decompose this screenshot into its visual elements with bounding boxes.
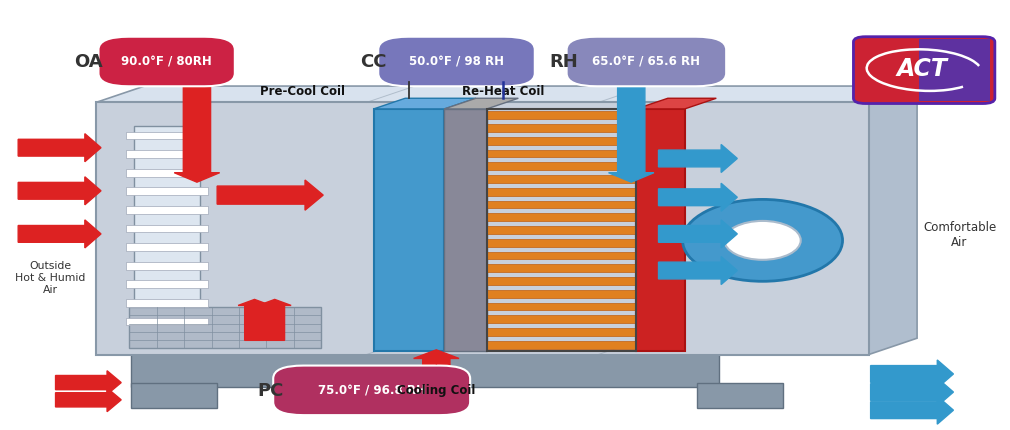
FancyArrow shape [871, 396, 953, 424]
Bar [374, 110, 444, 351]
FancyBboxPatch shape [378, 38, 535, 87]
FancyArrow shape [18, 134, 101, 163]
Ellipse shape [724, 221, 801, 260]
Bar [487, 112, 636, 120]
FancyArrow shape [414, 350, 459, 366]
FancyBboxPatch shape [99, 38, 234, 87]
Polygon shape [444, 99, 518, 110]
Bar [487, 341, 636, 349]
FancyArrow shape [659, 184, 737, 212]
Text: 65.0°F / 65.6 RH: 65.0°F / 65.6 RH [593, 56, 700, 69]
Bar [487, 110, 636, 351]
Bar [487, 201, 636, 209]
FancyArrow shape [871, 360, 953, 388]
Bar [487, 290, 636, 298]
Polygon shape [869, 87, 917, 355]
FancyArrow shape [56, 371, 121, 395]
Bar [126, 206, 208, 214]
Bar [487, 150, 636, 158]
Text: Outside
Hot & Humid
Air: Outside Hot & Humid Air [15, 261, 86, 294]
FancyArrow shape [609, 86, 654, 183]
Text: 90.0°F / 80RH: 90.0°F / 80RH [121, 56, 212, 69]
Bar [126, 169, 208, 177]
Text: Comfortable
Air: Comfortable Air [923, 221, 996, 248]
Bar [96, 103, 869, 355]
Bar [487, 188, 636, 196]
Bar [636, 110, 685, 351]
Bar [126, 299, 208, 307]
Bar [487, 316, 636, 323]
Bar [126, 281, 208, 289]
Polygon shape [374, 99, 476, 110]
Text: OA: OA [75, 53, 103, 71]
Bar [134, 127, 200, 331]
FancyBboxPatch shape [853, 38, 995, 104]
Bar [126, 151, 208, 159]
Text: 75.0°F / 96.8 RH: 75.0°F / 96.8 RH [318, 384, 425, 397]
FancyArrow shape [175, 86, 220, 183]
FancyArrow shape [871, 378, 953, 406]
Bar [131, 352, 718, 387]
Bar [487, 240, 636, 247]
Text: RH: RH [549, 53, 578, 71]
FancyArrow shape [259, 300, 291, 341]
FancyArrow shape [18, 220, 101, 249]
FancyArrow shape [659, 220, 737, 249]
FancyArrow shape [659, 257, 737, 285]
Bar [126, 318, 208, 326]
Bar [487, 277, 636, 285]
Bar [487, 227, 636, 234]
Text: Re-Heat Coil: Re-Heat Coil [462, 85, 544, 98]
FancyBboxPatch shape [273, 366, 470, 415]
Bar [126, 188, 208, 196]
FancyArrow shape [18, 178, 101, 206]
Polygon shape [636, 99, 716, 110]
Text: ACT: ACT [897, 57, 947, 81]
Bar [487, 265, 636, 273]
Bar [126, 225, 208, 233]
Text: Cooling Coil: Cooling Coil [397, 384, 476, 396]
FancyArrow shape [217, 181, 323, 211]
Bar [487, 176, 636, 184]
Text: PC: PC [258, 381, 284, 399]
Bar [487, 329, 636, 336]
FancyBboxPatch shape [567, 38, 726, 87]
Polygon shape [96, 87, 917, 103]
Bar [126, 132, 208, 140]
Bar [697, 384, 783, 408]
Text: Pre-Cool Coil: Pre-Cool Coil [261, 85, 345, 98]
Bar [487, 125, 636, 132]
Bar [487, 138, 636, 145]
FancyArrow shape [659, 145, 737, 173]
Bar [126, 244, 208, 252]
FancyArrow shape [238, 300, 271, 341]
Ellipse shape [683, 200, 842, 282]
Bar [126, 262, 208, 270]
Bar [487, 163, 636, 171]
Text: 50.0°F / 98 RH: 50.0°F / 98 RH [409, 56, 504, 69]
Bar [487, 303, 636, 310]
Text: CC: CC [361, 53, 387, 71]
Bar [444, 110, 487, 351]
FancyArrow shape [56, 388, 121, 412]
Bar [487, 252, 636, 260]
Bar [131, 384, 217, 408]
Bar [487, 214, 636, 221]
Bar [129, 307, 321, 348]
Bar [919, 40, 990, 102]
